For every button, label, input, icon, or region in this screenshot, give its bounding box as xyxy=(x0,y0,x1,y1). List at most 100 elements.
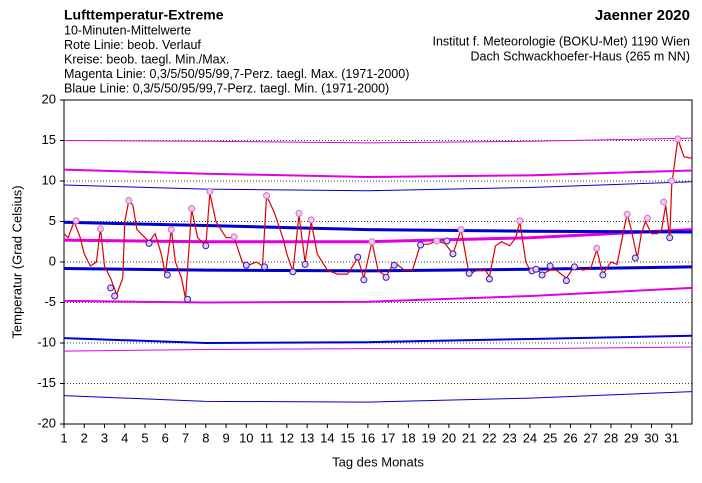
extreme-marker xyxy=(623,210,631,218)
extreme-marker xyxy=(202,242,210,250)
data-line xyxy=(63,265,693,273)
x-tick-label: 7 xyxy=(182,430,189,445)
extreme-marker xyxy=(354,253,362,261)
extreme-marker xyxy=(599,271,607,279)
x-tick-label: 6 xyxy=(162,430,169,445)
extreme-marker xyxy=(532,265,540,273)
extreme-marker xyxy=(263,192,271,200)
extreme-marker xyxy=(666,234,674,242)
extreme-marker xyxy=(368,238,376,246)
data-line xyxy=(63,346,693,352)
x-tick-label: 27 xyxy=(583,430,597,445)
x-tick-label: 18 xyxy=(401,430,415,445)
extreme-marker xyxy=(382,273,390,281)
header-info: Dach Schwackhoefer-Haus (265 m NN) xyxy=(470,49,690,63)
data-line xyxy=(63,137,693,144)
data-line xyxy=(63,228,693,244)
data-line xyxy=(63,220,693,234)
x-tick-label: 24 xyxy=(523,430,537,445)
y-tick-label: 10 xyxy=(42,172,56,187)
extreme-marker xyxy=(167,226,175,234)
x-tick-label: 9 xyxy=(222,430,229,445)
extreme-marker xyxy=(390,261,398,269)
data-line xyxy=(63,168,693,178)
x-tick-label: 17 xyxy=(381,430,395,445)
data-line xyxy=(63,138,693,299)
extreme-marker xyxy=(546,262,554,270)
extreme-marker xyxy=(538,271,546,279)
subtitle-line: 10-Minuten-Mittelwerte xyxy=(64,23,191,37)
x-tick-label: 23 xyxy=(502,430,516,445)
x-tick-label: 11 xyxy=(260,430,274,445)
extreme-marker xyxy=(184,295,192,303)
x-tick-label: 29 xyxy=(624,430,638,445)
extreme-marker xyxy=(668,177,676,185)
extreme-marker xyxy=(163,271,171,279)
extreme-marker xyxy=(188,205,196,213)
x-tick-label: 8 xyxy=(202,430,209,445)
x-tick-label: 21 xyxy=(462,430,476,445)
x-tick-label: 20 xyxy=(442,430,456,445)
extreme-marker xyxy=(261,263,269,271)
extreme-marker xyxy=(72,217,80,225)
x-tick-label: 31 xyxy=(665,430,679,445)
x-tick-label: 16 xyxy=(361,430,375,445)
extreme-marker xyxy=(360,276,368,284)
data-line xyxy=(63,391,693,403)
y-tick-label: 5 xyxy=(49,213,56,228)
extreme-marker xyxy=(631,254,639,262)
x-tick-label: 1 xyxy=(60,430,67,445)
extreme-marker xyxy=(107,284,115,292)
x-tick-label: 14 xyxy=(320,430,334,445)
extreme-marker xyxy=(674,135,682,143)
extreme-marker xyxy=(242,261,250,269)
y-tick-label: -15 xyxy=(37,375,56,390)
extreme-marker xyxy=(516,217,524,225)
y-tick-label: 20 xyxy=(42,91,56,106)
x-tick-label: 19 xyxy=(421,430,435,445)
y-tick-label: -5 xyxy=(44,294,56,309)
x-tick-label: 2 xyxy=(81,430,88,445)
x-tick-label: 3 xyxy=(101,430,108,445)
extreme-marker xyxy=(417,241,425,249)
extreme-marker xyxy=(111,292,119,300)
subtitle-line: Kreise: beob. taegl. Min./Max. xyxy=(64,52,229,66)
extreme-marker xyxy=(433,237,441,245)
extreme-marker xyxy=(230,233,238,241)
extreme-marker xyxy=(562,277,570,285)
extreme-marker xyxy=(457,226,465,234)
y-tick-label: -10 xyxy=(37,334,56,349)
data-line xyxy=(63,334,693,345)
data-line xyxy=(63,286,693,304)
header-info: Institut f. Meteorologie (BOKU-Met) 1190… xyxy=(432,34,690,48)
x-tick-label: 10 xyxy=(239,430,253,445)
extreme-marker xyxy=(145,239,153,247)
extreme-marker xyxy=(301,260,309,268)
y-tick-label: 0 xyxy=(49,253,56,268)
chart-right-title: Jaenner 2020 xyxy=(595,7,690,24)
plot-frame xyxy=(63,99,693,425)
y-tick-label: 15 xyxy=(42,132,56,147)
x-tick-label: 22 xyxy=(482,430,496,445)
x-axis-label: Tag des Monats xyxy=(332,454,424,469)
x-tick-label: 28 xyxy=(604,430,618,445)
data-line xyxy=(63,181,693,192)
subtitle-line: Rote Linie: beob. Verlauf xyxy=(64,38,201,52)
subtitle-line: Blaue Linie: 0,3/5/50/95/99,7-Perz. taeg… xyxy=(64,81,389,95)
extreme-marker xyxy=(593,244,601,252)
extreme-marker xyxy=(206,188,214,196)
x-tick-label: 12 xyxy=(280,430,294,445)
x-tick-label: 30 xyxy=(644,430,658,445)
extreme-marker xyxy=(443,237,451,245)
x-tick-label: 5 xyxy=(141,430,148,445)
x-tick-label: 26 xyxy=(563,430,577,445)
extreme-marker xyxy=(660,198,668,206)
y-tick-label: -20 xyxy=(37,415,56,430)
x-tick-label: 25 xyxy=(543,430,557,445)
extreme-marker xyxy=(465,269,473,277)
extreme-marker xyxy=(125,196,133,204)
extreme-marker xyxy=(571,263,579,271)
extreme-marker xyxy=(307,216,315,224)
y-axis-label: Temperatur (Grad Celsius) xyxy=(9,185,24,338)
